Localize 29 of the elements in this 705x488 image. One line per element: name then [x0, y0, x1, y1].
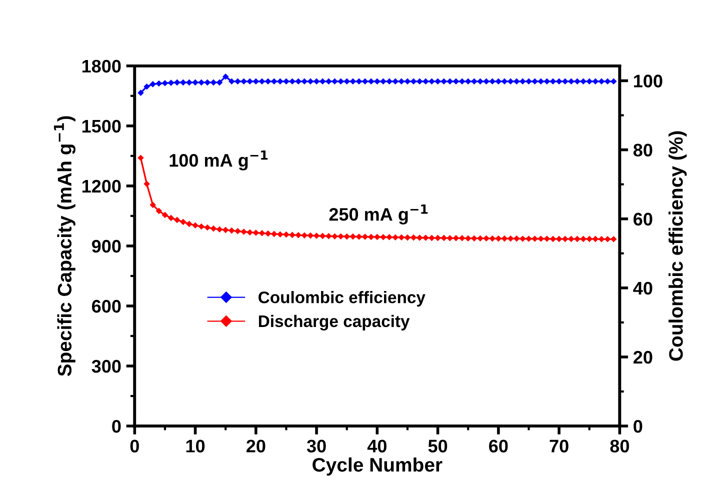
x-tick-label: 10 — [186, 440, 205, 452]
y2-tick-label: 60 — [634, 212, 652, 226]
x-tick-label: 40 — [367, 440, 386, 452]
x-tick-label: 20 — [246, 440, 266, 452]
y2-axis-title: Coulombic efficiency (%) — [668, 131, 687, 361]
x-tick-label: 50 — [428, 440, 448, 452]
x-tick-label: 30 — [306, 440, 326, 453]
y2-tick-label: 80 — [633, 144, 652, 157]
y-tick-label: 1800 — [82, 60, 121, 73]
y2-tick-label: 0 — [634, 420, 642, 433]
x-tick-label: 60 — [489, 440, 508, 452]
y-tick-label: 900 — [92, 240, 121, 253]
y-axis-title: Specific Capacity (mAh g$^{−1}$) — [54, 116, 76, 376]
x-axis-title: Cycle Number — [312, 457, 442, 476]
x-tick-label: 70 — [550, 440, 568, 452]
x-tick-label: 0 — [130, 440, 139, 452]
legend-label: Discharge capacity — [258, 314, 410, 331]
y2-tick-label: 20 — [634, 350, 652, 364]
annotation: 250 mA g$^{−1}$ — [329, 204, 428, 224]
legend-label: Coulombic efficiency — [258, 291, 426, 307]
y-tick-label: 0 — [112, 420, 121, 433]
y-tick-label: 600 — [92, 300, 121, 313]
x-tick-label: 80 — [610, 440, 629, 452]
y2-tick-label: 100 — [634, 74, 662, 88]
y2-tick-label: 40 — [633, 282, 652, 295]
y-tick-label: 1200 — [82, 180, 121, 193]
y-tick-label: 1500 — [82, 120, 121, 133]
annotation: 100 mA g$^{−1}$ — [170, 150, 268, 170]
y-tick-label: 300 — [92, 360, 121, 373]
